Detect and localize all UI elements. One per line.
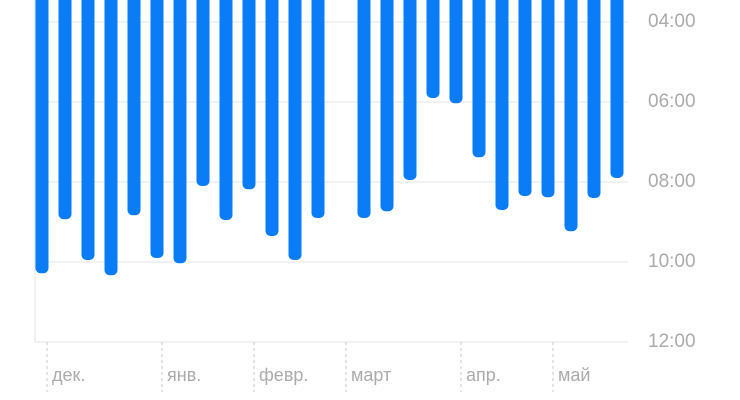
y-tick-label: 12:00 [648,331,696,352]
bar [311,0,325,218]
bar [472,0,486,158]
bar [265,0,279,236]
bar [610,0,624,178]
x-tick-label: апр. [466,365,501,385]
x-tick-label: май [558,365,590,385]
bar [242,0,256,190]
bar [426,0,440,98]
bar [219,0,233,220]
bar [518,0,532,196]
x-tick-label: февр. [259,365,308,385]
bar [587,0,601,198]
x-tick-label: янв. [167,365,201,385]
x-tick-label: март [351,365,391,385]
bar [104,0,118,276]
bar [564,0,578,232]
bar [35,0,49,274]
y-tick-label: 06:00 [648,91,696,112]
bar [380,0,394,212]
bar [357,0,371,218]
y-tick-label: 08:00 [648,171,696,192]
x-tick-label: дек. [52,365,85,385]
y-tick-label: 04:00 [648,11,696,32]
y-tick-label: 10:00 [648,251,696,272]
bar [127,0,141,216]
bar [495,0,509,210]
bar [288,0,302,260]
bar [173,0,187,264]
bar [449,0,463,104]
bar [196,0,210,186]
bar [81,0,95,260]
bar [150,0,164,258]
bar [541,0,555,198]
bar [58,0,72,220]
bar [403,0,417,180]
